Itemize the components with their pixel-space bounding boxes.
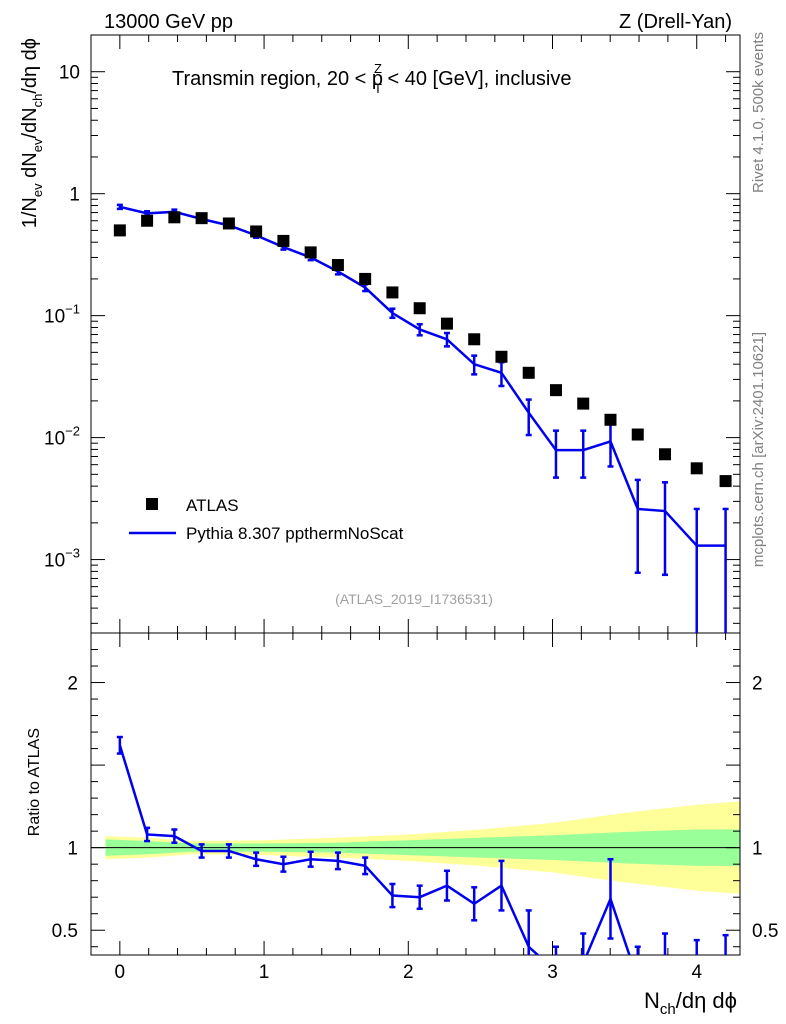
y-axis-label-main: 1/Nev dNev/dNch/dη dϕ: [19, 38, 45, 228]
y-tick-exponent: −2: [65, 424, 80, 439]
atlas-data-point: [331, 259, 344, 272]
y-tick-label: 10−2: [44, 424, 80, 450]
plot-title-sub: T: [374, 81, 382, 96]
plot-title-tail: < 40 [GeV], inclusive: [382, 68, 572, 90]
y-tick-label: 10−1: [44, 302, 80, 328]
ylabel-sub-1: ev: [30, 183, 45, 197]
legend-atlas-marker: [146, 498, 158, 510]
atlas-data-point: [359, 272, 372, 285]
ylabel-part-1: 1/N: [19, 197, 41, 228]
ylabel-part-4: /dη dϕ: [19, 38, 41, 94]
atlas-data-point: [440, 317, 453, 330]
atlas-data-point: [413, 302, 426, 315]
atlas-data-point: [304, 246, 317, 259]
atlas-data-point: [495, 350, 508, 363]
ratio-tick-label: 2: [67, 674, 78, 695]
x-axis-label: Nch/dη dϕ: [644, 988, 737, 1018]
y-tick-base: 1: [69, 185, 80, 206]
atlas-data-point: [250, 225, 263, 238]
y-tick-label: 10−3: [44, 546, 80, 572]
atlas-data-point: [168, 211, 181, 224]
mc-error-bars: [116, 203, 729, 633]
analysis-watermark: (ATLAS_2019_I1736531): [335, 591, 493, 607]
atlas-data-point: [690, 462, 703, 475]
atlas-data-point: [549, 384, 562, 397]
ratio-line: [118, 744, 631, 955]
atlas-data-point: [222, 217, 235, 230]
header-left: 13000 GeV pp: [104, 11, 233, 33]
xlabel-part-1: N: [644, 988, 660, 1013]
atlas-data-point: [277, 234, 290, 247]
y-axis-label-ratio: Ratio to ATLAS: [26, 728, 43, 836]
atlas-data-point: [386, 286, 399, 299]
y-tick-exponent: −1: [65, 302, 80, 317]
y-tick-base: 10: [44, 307, 65, 328]
ylabel-sub-3: ch: [30, 94, 45, 108]
atlas-markers: [113, 211, 732, 488]
ratio-tick-label: 0.5: [52, 921, 78, 942]
legend-mc-label: Pythia 8.307 ppthermNoScat: [186, 524, 404, 543]
y-tick-exponent: −3: [65, 546, 80, 561]
mc-line: [119, 205, 726, 547]
x-tick-label: 3: [547, 962, 558, 983]
plot-title-sup: Z: [374, 61, 382, 76]
y-tick-base: 10: [44, 551, 65, 572]
atlas-data-point: [113, 224, 126, 237]
ylabel-sub-2: ev: [30, 138, 45, 152]
ratio-tick-label: 1: [67, 839, 78, 860]
plot-title: Transmin region, 20 < pZ T < 40 [GeV], in…: [172, 61, 572, 96]
axis-ticks: [90, 34, 740, 955]
ylabel-part-3: /dN: [19, 107, 41, 138]
y-tick-label: 1: [69, 185, 80, 206]
ratio-plot-frame: [90, 632, 741, 956]
y-tick-base: 10: [44, 429, 65, 450]
header-right: Z (Drell-Yan): [619, 11, 732, 33]
mcplots-label: mcplots.cern.ch [arXiv:2401.10621]: [750, 332, 767, 567]
ratio-tick-label: 1: [752, 839, 763, 860]
x-tick-labels: 0 1 2 3 4: [115, 962, 703, 983]
atlas-data-point: [659, 448, 672, 461]
atlas-data-point: [522, 366, 535, 379]
plot-title-main: Transmin region, 20 < p: [172, 68, 383, 90]
x-tick-label: 4: [691, 962, 702, 983]
atlas-data-point: [604, 413, 617, 426]
atlas-data-point: [577, 397, 590, 410]
atlas-data-point: [468, 333, 481, 346]
legend-atlas-label: ATLAS: [186, 496, 239, 515]
atlas-data-point: [719, 475, 732, 488]
x-tick-label: 2: [403, 962, 414, 983]
y-tick-base: 10: [59, 63, 80, 84]
ratio-tick-label: 0.5: [752, 921, 778, 942]
xlabel-part-2: /dη dϕ: [676, 988, 737, 1013]
x-tick-label: 1: [259, 962, 270, 983]
ratio-tick-label: 2: [752, 674, 763, 695]
main-plot-frame: [90, 34, 741, 634]
y-tick-label: 10: [59, 63, 80, 84]
x-tick-label: 0: [115, 962, 126, 983]
atlas-data-point: [141, 214, 154, 227]
xlabel-sub: ch: [660, 1001, 676, 1018]
ylabel-part-2: dN: [19, 152, 41, 183]
atlas-data-point: [195, 212, 208, 225]
atlas-data-point: [631, 428, 644, 441]
rivet-label: Rivet 4.1.0, 500k events: [750, 32, 767, 193]
